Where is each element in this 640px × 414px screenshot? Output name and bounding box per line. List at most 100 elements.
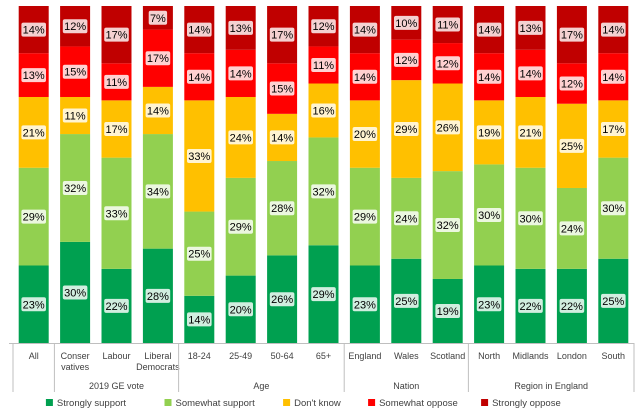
data-label-strongly-oppose-scotland: 11% — [437, 20, 458, 32]
data-label-box — [394, 15, 419, 30]
data-label-box — [435, 17, 460, 32]
data-label-box — [187, 69, 212, 84]
data-label-box — [518, 211, 543, 226]
data-label-somewhat-oppose-18-24: 14% — [188, 72, 210, 84]
data-label-strongly-support-50-64: 26% — [271, 294, 293, 306]
data-label-box — [559, 27, 585, 42]
data-label-somewhat-oppose-north: 14% — [478, 72, 500, 84]
data-label-somewhat-oppose-25-49: 14% — [230, 68, 252, 80]
tick-label-line: 50-64 — [271, 351, 294, 361]
data-label-don-t-know-18-24: 33% — [188, 151, 210, 163]
legend-label-don-t-know: Don't know — [294, 398, 341, 409]
data-label-box — [228, 130, 253, 145]
data-label-box — [435, 303, 460, 318]
data-label-strongly-support-london: 22% — [561, 301, 583, 313]
tick-label-line: 65+ — [316, 351, 331, 361]
tick-label-north: North — [478, 351, 500, 361]
data-label-strongly-support-18-24: 14% — [188, 314, 210, 326]
data-label-box — [559, 298, 585, 313]
data-label-box — [476, 69, 502, 84]
data-label-somewhat-support-labour: 33% — [105, 208, 127, 220]
data-label-box — [518, 125, 543, 140]
data-label-box — [228, 302, 253, 317]
data-label-box — [62, 64, 88, 79]
data-label-strongly-support-labour: 22% — [105, 301, 127, 313]
data-label-strongly-support-all: 23% — [23, 299, 45, 311]
data-label-box — [269, 81, 295, 96]
data-label-strongly-support-england: 23% — [354, 299, 376, 311]
data-label-box — [21, 68, 46, 83]
legend-swatch-somewhat-oppose — [368, 399, 376, 406]
data-label-box — [269, 27, 295, 42]
tick-label-line: London — [557, 351, 587, 361]
data-label-strongly-oppose-london: 17% — [561, 30, 583, 42]
data-label-box — [269, 130, 295, 145]
x-axis: All Conser vatives Labour Liberal Democrats 18… — [9, 343, 635, 392]
data-label-box — [518, 66, 543, 81]
data-label-strongly-support-conser-vatives: 30% — [64, 287, 86, 299]
data-label-box — [352, 209, 378, 224]
data-label-box — [228, 66, 253, 81]
tick-label-line: Conser — [61, 351, 90, 361]
data-label-box — [311, 57, 336, 72]
data-label-box — [187, 312, 212, 327]
data-label-box — [145, 103, 171, 118]
data-label-box — [394, 211, 419, 226]
data-label-box — [559, 221, 585, 236]
legend-swatch-don-t-know — [283, 399, 291, 406]
tick-label-line: Democrats — [136, 362, 180, 372]
tick-label-midlands: Midlands — [512, 351, 549, 361]
legend-label-somewhat-support: Somewhat support — [176, 398, 256, 409]
data-label-box — [435, 120, 460, 135]
data-label-box — [601, 293, 626, 308]
data-label-box — [435, 218, 460, 233]
data-label-strongly-support-south: 25% — [602, 296, 624, 308]
data-label-box — [187, 22, 212, 37]
legend-label-somewhat-oppose: Somewhat oppose — [379, 398, 458, 409]
data-label-box — [145, 288, 171, 303]
tick-label-line: 18-24 — [188, 351, 211, 361]
group-label-2019-ge-vote: 2019 GE vote — [89, 381, 144, 391]
legend-swatch-strongly-support — [45, 399, 53, 406]
data-label-box — [62, 180, 88, 195]
tick-label-line: Scotland — [430, 351, 465, 361]
data-label-box — [62, 19, 88, 34]
data-label-don-t-know-65: 16% — [312, 105, 334, 117]
data-label-somewhat-oppose-midlands: 14% — [519, 68, 541, 80]
tick-label-line: Liberal — [144, 351, 171, 361]
data-label-somewhat-support-north: 30% — [478, 210, 500, 222]
tick-label-conser-vatives: Conser vatives — [61, 351, 90, 372]
data-label-box — [21, 22, 46, 37]
data-label-don-t-know-south: 17% — [602, 124, 624, 136]
data-label-box — [187, 246, 212, 261]
tick-label-line: England — [348, 351, 381, 361]
data-label-box — [311, 19, 336, 34]
data-label-strongly-oppose-midlands: 13% — [519, 23, 541, 35]
data-label-box — [601, 201, 626, 216]
data-label-somewhat-support-conser-vatives: 32% — [64, 183, 86, 195]
data-label-somewhat-oppose-wales: 12% — [395, 55, 417, 67]
group-label-age: Age — [253, 381, 269, 391]
data-label-box — [601, 122, 626, 136]
data-label-box — [476, 207, 502, 222]
data-label-strongly-support-25-49: 20% — [230, 304, 252, 316]
data-label-box — [476, 125, 502, 140]
tick-label-line: South — [602, 351, 626, 361]
data-label-somewhat-oppose-london: 12% — [561, 79, 583, 91]
data-label-box — [518, 298, 543, 313]
data-label-strongly-oppose-labour: 17% — [105, 30, 127, 42]
data-label-strongly-oppose-england: 14% — [354, 25, 376, 37]
data-label-strongly-oppose-18-24: 14% — [188, 25, 210, 37]
tick-label-liberal-democrats: Liberal Democrats — [136, 351, 180, 372]
data-label-box — [352, 297, 378, 312]
data-label-box — [352, 69, 378, 84]
data-label-somewhat-oppose-south: 14% — [602, 72, 624, 84]
data-label-strongly-oppose-liberal-democrats: 7% — [150, 13, 166, 25]
data-label-strongly-oppose-wales: 10% — [395, 18, 417, 30]
data-label-don-t-know-labour: 17% — [105, 124, 127, 136]
data-label-strongly-oppose-65: 12% — [312, 21, 334, 33]
data-label-somewhat-oppose-65: 11% — [313, 60, 334, 72]
data-label-strongly-support-north: 23% — [478, 299, 500, 311]
data-label-strongly-support-wales: 25% — [395, 296, 417, 308]
data-label-strongly-oppose-50-64: 17% — [271, 30, 293, 42]
